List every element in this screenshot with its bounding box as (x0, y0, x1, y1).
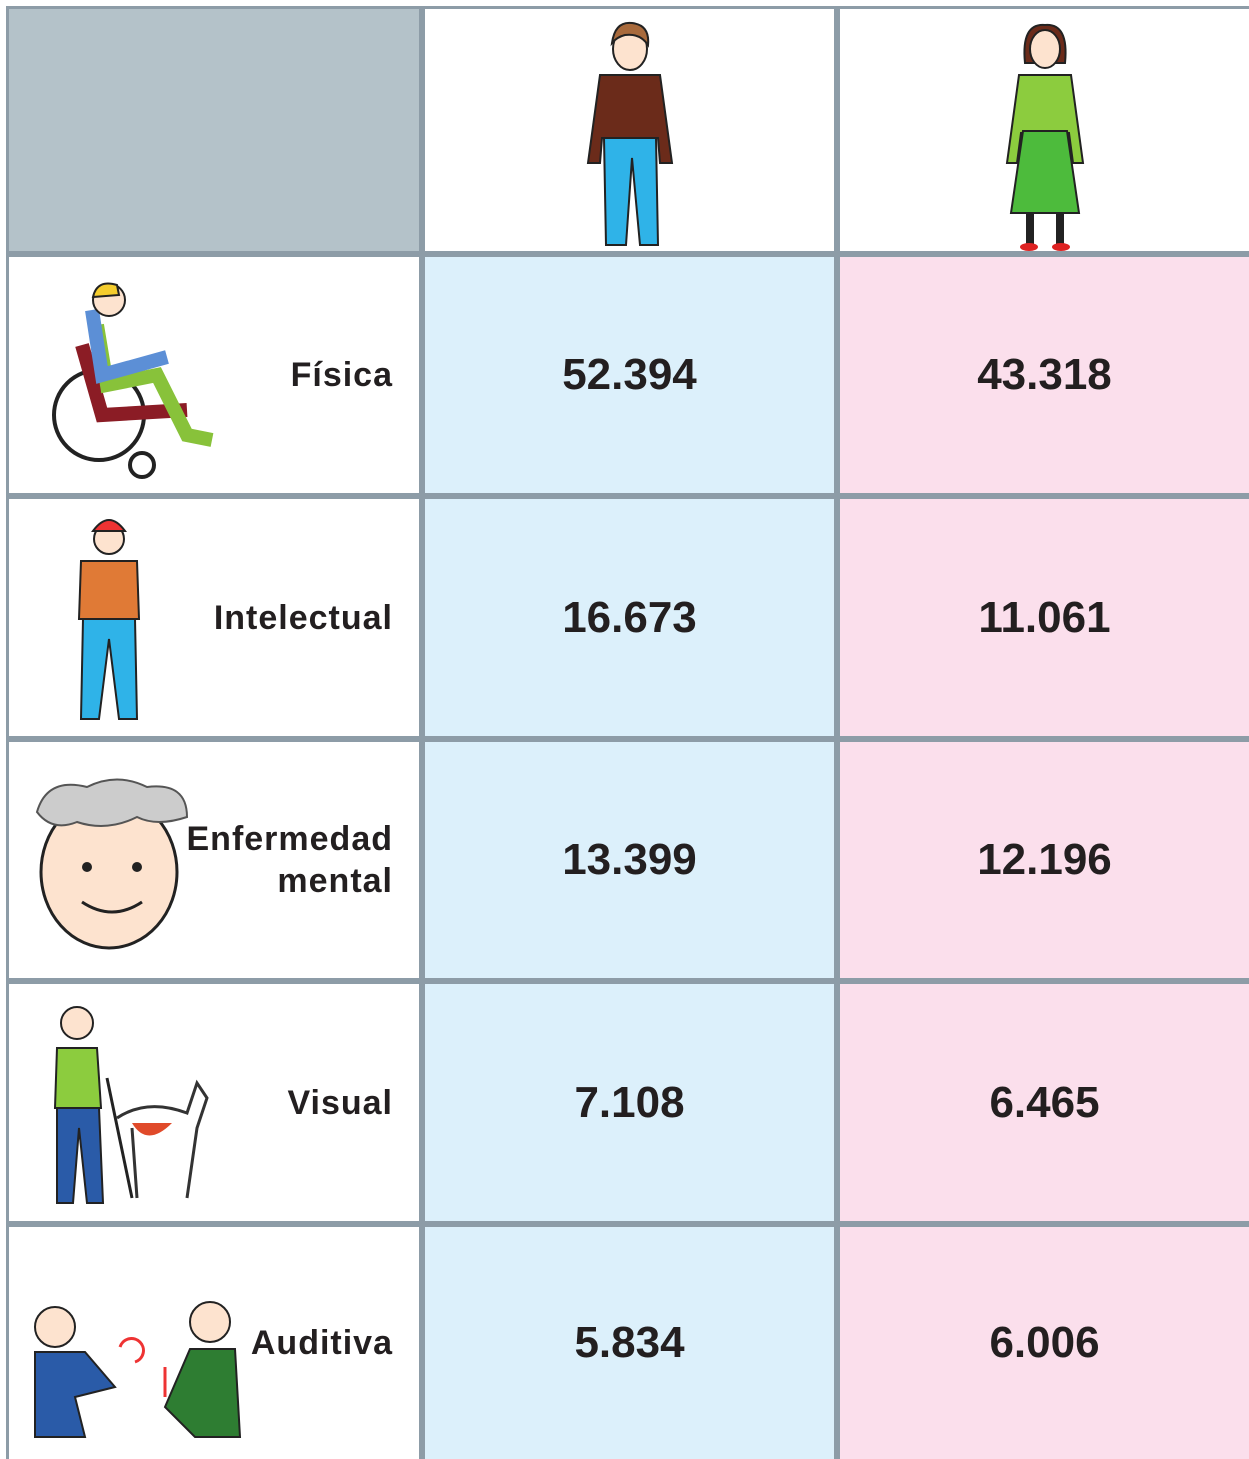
intellectual-icon (77, 519, 141, 720)
women-value: 43.318 (977, 350, 1112, 399)
row-label: Física (290, 356, 393, 394)
wheelchair-icon (52, 282, 214, 479)
men-cell: 13.399 (425, 742, 834, 978)
mental-icon (35, 778, 189, 950)
women-cell: 6.465 (840, 984, 1249, 1221)
men-cell: 52.394 (425, 257, 834, 493)
visual-icon (53, 1006, 209, 1204)
row-label-cell: Enfermedad mental (9, 742, 419, 978)
man-icon (586, 21, 674, 246)
row-label: Enfermedad mental (186, 820, 393, 900)
women-value: 6.465 (989, 1077, 1100, 1127)
women-cell: 6.006 (840, 1227, 1249, 1459)
men-cell: 5.834 (425, 1227, 834, 1459)
men-value: 13.399 (562, 835, 697, 884)
men-value: 7.108 (574, 1077, 685, 1127)
women-value: 12.196 (977, 835, 1112, 884)
header-blank (9, 9, 419, 251)
women-cell: 11.061 (840, 499, 1249, 736)
row-label-cell: Intelectual (9, 499, 419, 736)
women-value: 11.061 (978, 592, 1111, 642)
women-value: 6.006 (989, 1318, 1100, 1367)
men-value: 5.834 (574, 1318, 685, 1367)
row-label-cell: Visual (9, 984, 419, 1221)
row-label: Visual (287, 1083, 393, 1122)
women-cell: 12.196 (840, 742, 1249, 978)
header-men (425, 9, 834, 251)
men-cell: 16.673 (425, 499, 834, 736)
table: Física 52.394 43.318 Intelectual 16.673 … (6, 6, 1249, 1459)
women-cell: 43.318 (840, 257, 1249, 493)
woman-icon (1005, 23, 1085, 251)
men-cell: 7.108 (425, 984, 834, 1221)
row-label-cell: Física (9, 257, 419, 493)
men-value: 52.394 (562, 350, 697, 399)
row-label: Auditiva (250, 1324, 393, 1362)
row-label-cell: Auditiva (9, 1227, 419, 1459)
hearing-icon (34, 1301, 242, 1438)
men-value: 16.673 (562, 592, 697, 642)
header-women (840, 9, 1249, 251)
row-label: Intelectual (213, 598, 393, 637)
